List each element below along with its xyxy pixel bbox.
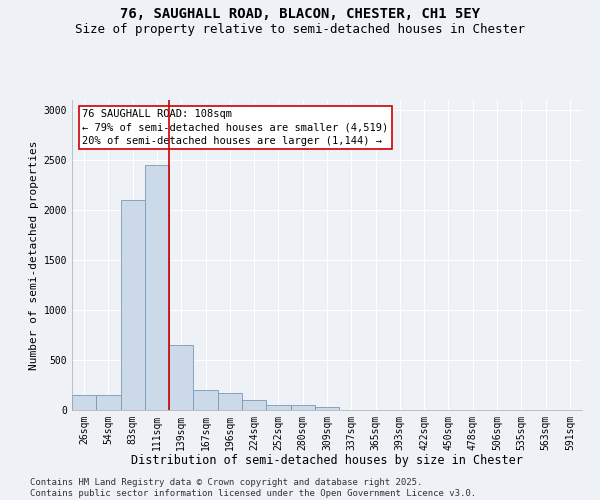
Text: 76, SAUGHALL ROAD, BLACON, CHESTER, CH1 5EY: 76, SAUGHALL ROAD, BLACON, CHESTER, CH1 … [120,8,480,22]
Bar [315,407,339,410]
Bar [290,405,315,410]
Text: 76 SAUGHALL ROAD: 108sqm
← 79% of semi-detached houses are smaller (4,519)
20% o: 76 SAUGHALL ROAD: 108sqm ← 79% of semi-d… [82,110,388,146]
Bar [193,390,218,410]
Bar [218,392,242,410]
Text: Size of property relative to semi-detached houses in Chester: Size of property relative to semi-detach… [75,22,525,36]
Bar [169,345,193,410]
Bar [242,400,266,410]
Bar [121,200,145,410]
Bar [72,395,96,410]
Bar [266,405,290,410]
Text: Contains HM Land Registry data © Crown copyright and database right 2025.
Contai: Contains HM Land Registry data © Crown c… [30,478,476,498]
Y-axis label: Number of semi-detached properties: Number of semi-detached properties [29,140,40,370]
Bar [96,394,121,410]
X-axis label: Distribution of semi-detached houses by size in Chester: Distribution of semi-detached houses by … [131,454,523,468]
Bar [145,165,169,410]
